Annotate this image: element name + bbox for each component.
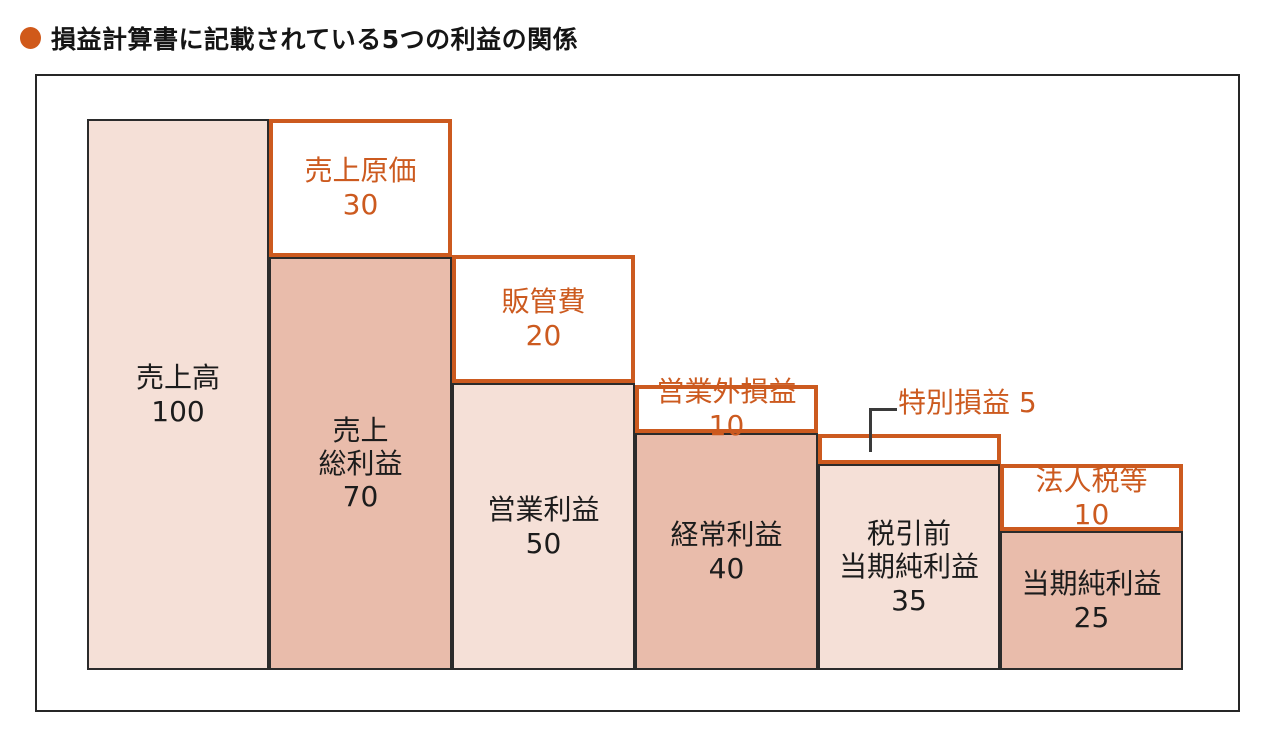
cost-value: 10 — [1073, 497, 1110, 531]
bar-value: 40 — [708, 551, 745, 585]
bar-label-line: 当期純利益 — [838, 550, 979, 584]
non-operating-gain-loss-box: 営業外損益 10 — [635, 375, 818, 442]
bar-label-line: 経常利益 — [670, 518, 783, 552]
callout-connector-vertical — [869, 408, 872, 452]
bar-operating-profit: 営業利益 50 — [452, 383, 635, 670]
bar-value: 70 — [342, 480, 379, 514]
bar-label-line: 税引前 — [866, 517, 951, 551]
cost-label-line: 法人税等 — [1035, 463, 1148, 497]
figure-title-row: 損益計算書に記載されている5つの利益の関係 — [20, 20, 578, 56]
corporate-tax-box: 法人税等 10 — [1000, 464, 1183, 531]
bar-pretax-net-profit: 税引前 当期純利益 35 — [818, 464, 1000, 670]
cost-of-sales-label: 売上原価 30 — [304, 154, 416, 221]
chart-frame: 売上高 100 売上 総利益 70 営業利益 50 経常利益 40 税引前 当期… — [35, 74, 1240, 712]
bar-value: 25 — [1073, 600, 1110, 634]
bar-operating-profit-label: 営業利益 50 — [487, 493, 599, 559]
bar-value: 100 — [151, 394, 205, 428]
bar-pretax-net-profit-label: 税引前 当期純利益 35 — [839, 517, 979, 616]
bar-value: 35 — [891, 583, 927, 617]
bar-ordinary-profit-label: 経常利益 40 — [670, 518, 782, 584]
title-bullet-icon — [20, 27, 41, 49]
bar-label-line: 当期純利益 — [1021, 567, 1162, 601]
bar-sales-label: 売上高 100 — [136, 361, 220, 427]
cost-value: 20 — [525, 319, 562, 352]
non-operating-gain-loss-label: 営業外損益 10 — [639, 375, 814, 442]
sga-expenses-box: 販管費 20 — [452, 255, 635, 383]
extraordinary-gain-loss-box — [818, 434, 1001, 464]
bar-value: 50 — [525, 526, 562, 560]
corporate-tax-label: 法人税等 10 — [1035, 464, 1147, 531]
cost-value: 30 — [342, 188, 379, 221]
cost-of-sales-box: 売上原価 30 — [269, 119, 452, 257]
bar-net-profit: 当期純利益 25 — [1000, 531, 1183, 670]
bar-net-profit-label: 当期純利益 25 — [1021, 567, 1161, 633]
bar-label-line: 売上高 — [135, 361, 220, 395]
sga-expenses-label: 販管費 20 — [501, 285, 585, 352]
cost-label-line: 売上原価 — [304, 154, 417, 188]
bar-label-line: 営業利益 — [487, 493, 600, 527]
cost-label-line: 営業外損益 10 — [656, 375, 797, 442]
callout-connector-horizontal — [869, 408, 897, 411]
bar-gross-profit-label: 売上 総利益 70 — [318, 414, 402, 513]
figure-title: 損益計算書に記載されている5つの利益の関係 — [51, 25, 579, 54]
bar-ordinary-profit: 経常利益 40 — [635, 433, 818, 670]
cost-label-line: 販管費 — [501, 285, 586, 319]
bar-gross-profit: 売上 総利益 70 — [269, 257, 452, 670]
bar-label-line: 総利益 — [318, 446, 403, 480]
extraordinary-gain-loss-callout: 特別損益 5 — [898, 386, 1037, 419]
bar-label-line: 売上 — [332, 413, 389, 447]
bar-sales: 売上高 100 — [87, 119, 269, 670]
